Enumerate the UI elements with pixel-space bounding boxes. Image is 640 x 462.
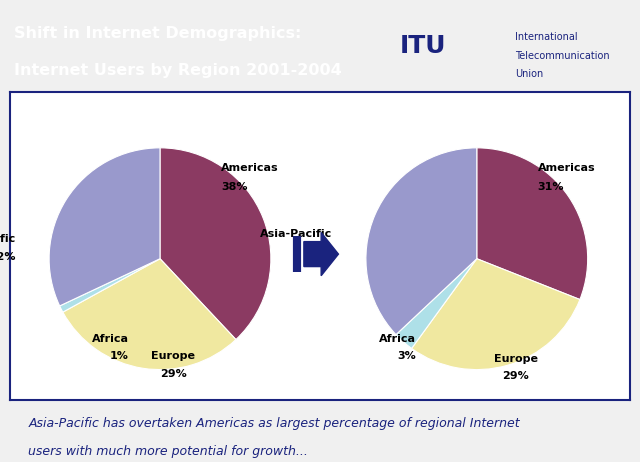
Text: 2004: Distribution of Internet Users by Region: 2004: Distribution of Internet Users by … (346, 100, 607, 110)
Wedge shape (160, 148, 271, 340)
Text: 38%: 38% (221, 182, 248, 192)
Text: Estimated 875 Million Users: Estimated 875 Million Users (398, 102, 556, 112)
Wedge shape (63, 259, 236, 370)
Wedge shape (412, 259, 580, 370)
Text: 29%: 29% (502, 371, 529, 381)
Text: Europe: Europe (493, 353, 538, 364)
Text: Union: Union (515, 69, 543, 79)
Text: 31%: 31% (538, 182, 564, 192)
Text: users with much more potential for growth...: users with much more potential for growt… (28, 444, 308, 457)
Text: Internet Users by Region 2001-2004: Internet Users by Region 2001-2004 (15, 63, 342, 78)
Wedge shape (49, 148, 160, 306)
FancyArrow shape (304, 232, 339, 276)
Text: 3%: 3% (397, 351, 416, 361)
Text: Asia-Pacific: Asia-Pacific (260, 229, 333, 239)
Text: Europe: Europe (151, 351, 195, 361)
Wedge shape (477, 148, 588, 299)
Wedge shape (396, 259, 477, 348)
Wedge shape (366, 148, 477, 334)
Text: 32%: 32% (0, 251, 16, 261)
Text: 2001: Number of Internet Users by Region: 2001: Number of Internet Users by Region (44, 100, 283, 110)
Text: 37%: 37% (306, 247, 333, 257)
Text: Shift in Internet Demographics:: Shift in Internet Demographics: (15, 26, 302, 41)
Text: Africa: Africa (379, 334, 416, 344)
Text: Americas: Americas (221, 163, 278, 173)
Text: Estimated 500 Million Users: Estimated 500 Million Users (84, 102, 242, 112)
Text: ITU: ITU (399, 34, 446, 58)
Text: Telecommunication: Telecommunication (515, 51, 609, 61)
Text: Asia-Pacific: Asia-Pacific (0, 234, 16, 244)
Text: Africa: Africa (92, 334, 129, 344)
Text: Asia-Pacific has overtaken Americas as largest percentage of regional Internet: Asia-Pacific has overtaken Americas as l… (28, 417, 520, 430)
Wedge shape (60, 259, 160, 312)
Text: 29%: 29% (160, 369, 187, 379)
Text: International: International (515, 32, 577, 43)
Text: 1%: 1% (110, 351, 129, 361)
Text: Americas: Americas (538, 163, 595, 173)
